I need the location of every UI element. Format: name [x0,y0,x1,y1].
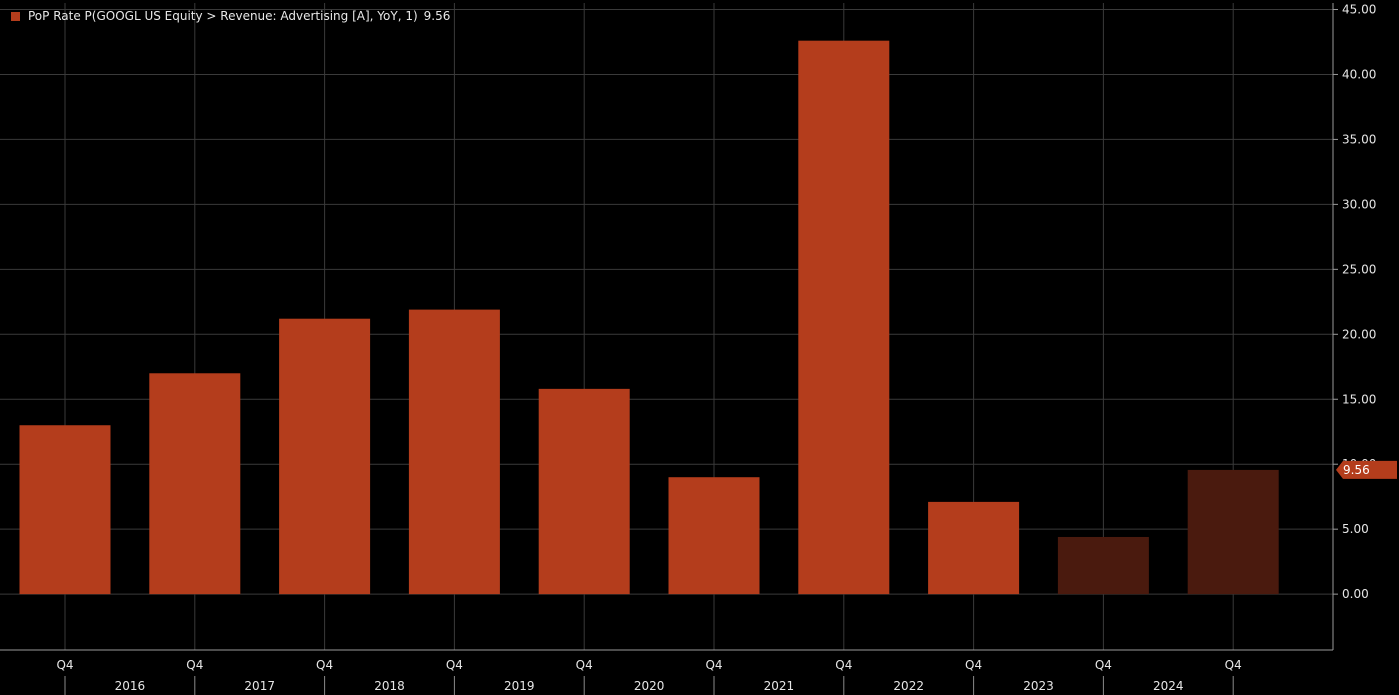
legend-label: PoP Rate P(GOOGL US Equity > Revenue: Ad… [28,9,418,23]
y-tick-label: 20.00 [1342,327,1376,341]
y-tick-label: 15.00 [1342,392,1376,406]
y-axis-labels: 0.005.0010.0015.0020.0025.0030.0035.0040… [1342,2,1376,601]
legend: PoP Rate P(GOOGL US Equity > Revenue: Ad… [11,9,450,23]
last-value-tag-text: 9.56 [1343,463,1370,477]
y-tick-label: 25.00 [1342,262,1376,276]
bar-2019 [408,309,500,595]
x-year-label: 2017 [244,679,275,693]
y-tick-label: 5.00 [1342,522,1369,536]
bar-2024 [1057,536,1149,595]
y-tick-label: 45.00 [1342,2,1376,16]
x-quarter-label: Q4 [316,658,333,672]
x-axis-labels: Q4 Q4 Q4 Q4 Q4 Q4 Q4 Q4 Q4 Q4 2016 2017 2018 2019 2020… [56,658,1241,693]
x-quarter-label: Q4 [1225,658,1242,672]
bar-2021 [668,477,760,595]
x-year-label: 2023 [1023,679,1054,693]
x-quarter-label: Q4 [835,658,852,672]
bar-2025 [1187,469,1279,595]
x-quarter-label: Q4 [1095,658,1112,672]
x-quarter-label: Q4 [576,658,593,672]
bar-2022 [798,40,890,595]
last-value-tag-shape [1336,460,1397,479]
x-year-label: 2022 [893,679,924,693]
axes [0,3,1338,695]
x-year-label: 2016 [115,679,146,693]
y-tick-label: 35.00 [1342,132,1376,146]
bar-2023 [928,501,1020,595]
bar-2016 [19,425,111,595]
x-quarter-label: Q4 [705,658,722,672]
x-quarter-label: Q4 [965,658,982,672]
bars [19,40,1279,595]
x-quarter-label: Q4 [186,658,203,672]
x-year-label: 2020 [634,679,665,693]
x-year-label: 2024 [1153,679,1184,693]
x-year-label: 2018 [374,679,405,693]
bar-2018 [279,318,371,595]
y-tick-label: 40.00 [1342,67,1376,81]
x-quarter-label: Q4 [446,658,463,672]
bar-2020 [538,388,630,595]
bar-2017 [149,373,241,595]
x-quarter-label: Q4 [56,658,73,672]
legend-swatch [11,11,20,21]
last-value-tag: 9.56 [1336,460,1397,479]
y-tick-label: 0.00 [1342,587,1369,601]
x-year-label: 2019 [504,679,535,693]
legend-value: 9.56 [423,9,451,23]
y-tick-label: 30.00 [1342,197,1376,211]
x-year-label: 2021 [764,679,795,693]
